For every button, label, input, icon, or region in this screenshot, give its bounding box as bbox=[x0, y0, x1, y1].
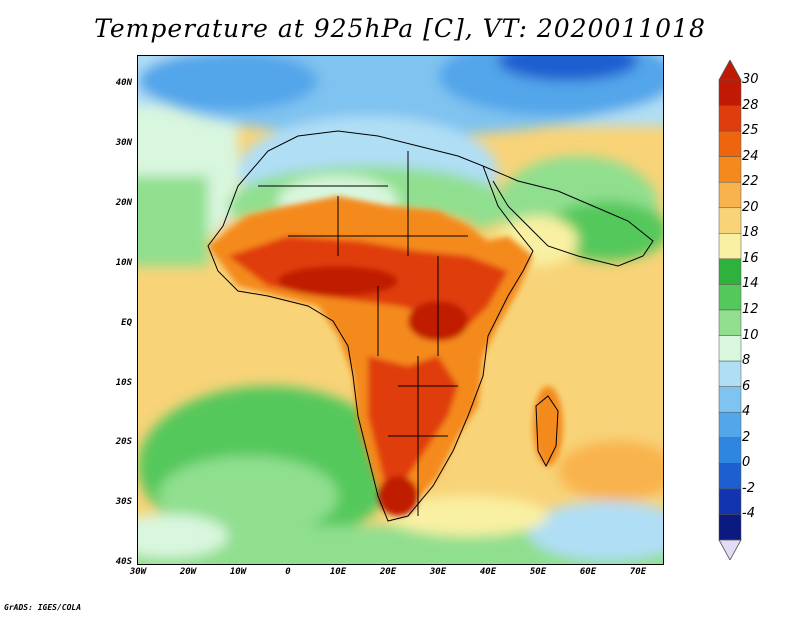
lat-label-30n: 30N bbox=[115, 138, 132, 148]
colorbar-segment bbox=[718, 488, 742, 515]
colorbar-segment bbox=[718, 181, 742, 209]
colorbar-label: 22 bbox=[742, 174, 759, 190]
lon-label-0: 0 bbox=[285, 567, 291, 577]
map-title: Temperature at 925hPa [C], VT: 202001101… bbox=[94, 14, 706, 43]
colorbar-segment bbox=[718, 514, 742, 541]
lat-label-20n: 20N bbox=[115, 198, 132, 208]
lat-label-10s: 10S bbox=[115, 378, 132, 388]
grads-credit: GrADS: IGES/COLA bbox=[4, 603, 82, 612]
colorbar-label: 30 bbox=[742, 72, 759, 87]
colorbar bbox=[718, 60, 742, 560]
colorbar-segment bbox=[718, 79, 742, 106]
lon-label-70e: 70E bbox=[629, 567, 647, 577]
colorbar-segment bbox=[718, 156, 742, 183]
lon-label-30w: 30W bbox=[129, 567, 147, 577]
lon-label-20e: 20E bbox=[379, 567, 397, 577]
colorbar-label: 20 bbox=[742, 199, 759, 215]
colorbar-segment bbox=[718, 284, 742, 311]
colorbar-label: -4 bbox=[742, 506, 755, 522]
colorbar-segment bbox=[718, 463, 742, 490]
colorbar-label: 16 bbox=[742, 250, 759, 266]
colorbar-label: -2 bbox=[742, 480, 755, 496]
colorbar-segment bbox=[718, 437, 742, 464]
lon-label-30e: 30E bbox=[429, 567, 447, 577]
colorbar-segment bbox=[718, 105, 742, 132]
colorbar-under-triangle bbox=[718, 539, 742, 560]
lat-label-10n: 10N bbox=[115, 258, 132, 268]
lon-label-20w: 20W bbox=[179, 567, 197, 577]
colorbar-over-triangle bbox=[718, 60, 742, 81]
lon-label-60e: 60E bbox=[579, 567, 597, 577]
lon-label-40e: 40E bbox=[479, 567, 497, 577]
colorbar-label: 12 bbox=[742, 302, 759, 317]
colorbar-label: 14 bbox=[742, 276, 759, 292]
lon-label-10w: 10W bbox=[229, 567, 247, 577]
lat-label-40n: 40N bbox=[115, 78, 132, 88]
colorbar-segment bbox=[718, 309, 742, 336]
colorbar-segment bbox=[718, 130, 742, 157]
colorbar-label: 24 bbox=[742, 148, 759, 164]
map-canvas bbox=[138, 56, 663, 564]
colorbar-label: 6 bbox=[742, 378, 751, 394]
lat-label-40s: 40S bbox=[115, 557, 132, 567]
colorbar-segment bbox=[718, 411, 742, 439]
colorbar-label: 25 bbox=[742, 123, 759, 139]
colorbar-segment bbox=[718, 335, 742, 362]
colorbar-label: 4 bbox=[742, 404, 751, 420]
colorbar-segment bbox=[718, 233, 742, 260]
lat-label-30s: 30S bbox=[115, 497, 132, 507]
colorbar-label: 28 bbox=[742, 97, 759, 113]
lat-label-eq: EQ bbox=[121, 318, 132, 328]
colorbar-label: 10 bbox=[742, 327, 759, 343]
lon-label-10e: 10E bbox=[329, 567, 347, 577]
lon-label-50e: 50E bbox=[529, 567, 547, 577]
colorbar-segment bbox=[718, 258, 742, 285]
colorbar-label: 8 bbox=[742, 353, 751, 369]
temperature-map bbox=[137, 55, 664, 565]
lat-label-20s: 20S bbox=[115, 437, 132, 447]
colorbar-segment bbox=[718, 207, 742, 234]
colorbar-label: 0 bbox=[742, 455, 751, 471]
colorbar-segment bbox=[718, 386, 742, 413]
colorbar-label: 2 bbox=[742, 429, 751, 445]
colorbar-segment bbox=[718, 360, 742, 387]
colorbar-label: 18 bbox=[742, 225, 759, 241]
